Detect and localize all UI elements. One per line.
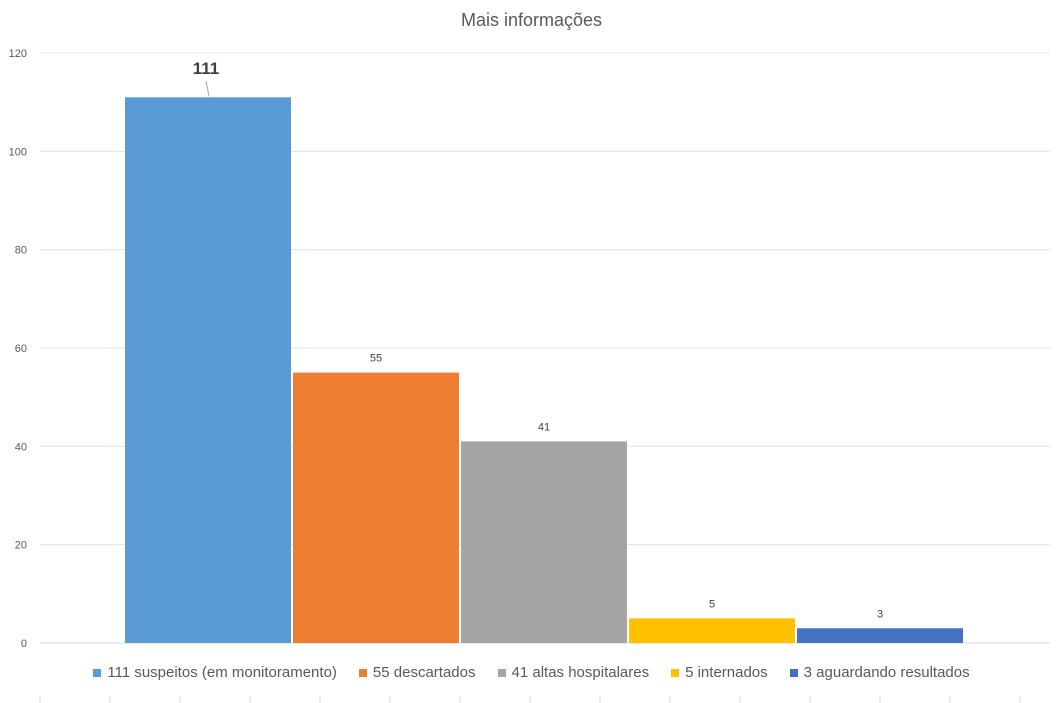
legend-item: 41 altas hospitalares — [497, 664, 650, 681]
data-label: 3 — [877, 608, 883, 620]
data-label-leader — [205, 80, 210, 97]
legend-item: 5 internados — [671, 664, 768, 681]
legend-label: 41 altas hospitalares — [511, 664, 650, 681]
bar — [461, 441, 627, 643]
legend-label: 111 suspeitos (em monitoramento) — [107, 664, 337, 681]
legend-item: 3 aguardando resultados — [789, 664, 970, 681]
legend-item: 55 descartados — [358, 664, 476, 681]
bar — [629, 618, 795, 643]
legend: 111 suspeitos (em monitoramento) 55 desca… — [0, 664, 1063, 681]
legend-label: 3 aguardando resultados — [803, 664, 970, 681]
y-tick-label: 80 — [15, 245, 27, 257]
legend-swatch — [789, 668, 798, 677]
data-label: 55 — [370, 353, 382, 365]
legend-item: 111 suspeitos (em monitoramento) — [93, 664, 337, 681]
legend-swatch — [358, 668, 367, 677]
legend-swatch — [671, 668, 680, 677]
bar — [293, 372, 459, 643]
data-label: 41 — [538, 421, 550, 433]
bar — [125, 97, 291, 643]
y-tick-label: 20 — [15, 540, 27, 552]
y-tick-label: 60 — [15, 343, 27, 355]
y-tick-label: 0 — [21, 638, 27, 650]
data-label: 111 — [193, 59, 220, 78]
y-tick-label: 100 — [9, 146, 27, 158]
data-label: 5 — [709, 598, 715, 610]
y-tick-label: 120 — [9, 48, 27, 60]
bar — [797, 628, 963, 643]
legend-swatch — [93, 668, 102, 677]
chart-title: Mais informações — [460, 10, 603, 30]
legend-label: 5 internados — [685, 664, 768, 681]
legend-label: 55 descartados — [372, 664, 476, 681]
legend-swatch — [497, 668, 506, 677]
y-tick-label: 40 — [15, 441, 27, 453]
